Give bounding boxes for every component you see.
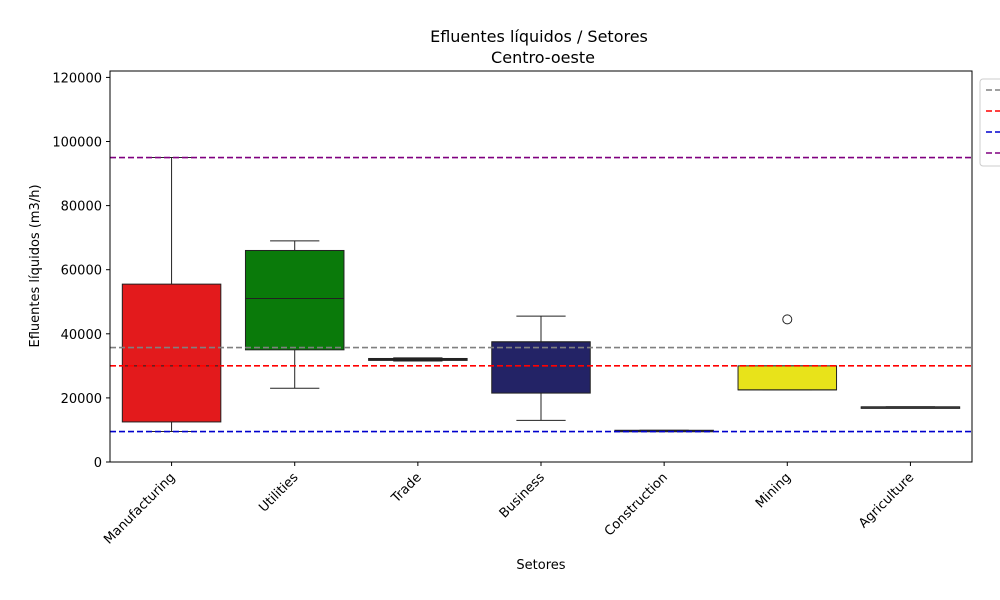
outlier-point [782,314,793,325]
y-tick-label: 20000 [61,392,102,407]
y-tick-label: 0 [94,456,102,471]
y-tick-label: 100000 [52,136,102,151]
x-axis-title: Setores [516,558,565,573]
box-manufacturing [121,157,222,433]
box-iqr [121,283,222,423]
box-iqr [491,341,591,394]
x-tick-label: Utilities [256,470,301,515]
y-tick-label: 80000 [61,200,102,215]
x-tick-label: Construction [602,470,671,539]
x-tick-label: Mining [753,470,794,511]
legend-frame [979,78,1000,167]
box-agriculture [860,406,961,409]
y-tick-label: 40000 [61,328,102,343]
x-tick-label: Manufacturing [101,470,178,547]
box-trade [368,357,468,362]
box-iqr [737,365,838,391]
y-axis-title: Efluentes líquidos (m3/h) [28,184,43,347]
box-business [491,315,591,421]
plot-area: 0 20000 40000 60000 80000 100000 120000 Manufac… [52,70,973,547]
chart-title: Efluentes líquidos / Setores [430,27,648,46]
y-tick-label: 120000 [52,71,102,86]
x-tick-label: Trade [388,470,424,506]
box-utilities [244,240,345,389]
legend [979,78,1000,167]
box-mining [737,314,838,391]
x-tick-label: Agriculture [856,470,917,531]
chart-subtitle: Centro-oeste [491,48,595,67]
y-tick-label: 60000 [61,264,102,279]
box-iqr [244,249,345,351]
x-tick-label: Business [497,470,548,521]
